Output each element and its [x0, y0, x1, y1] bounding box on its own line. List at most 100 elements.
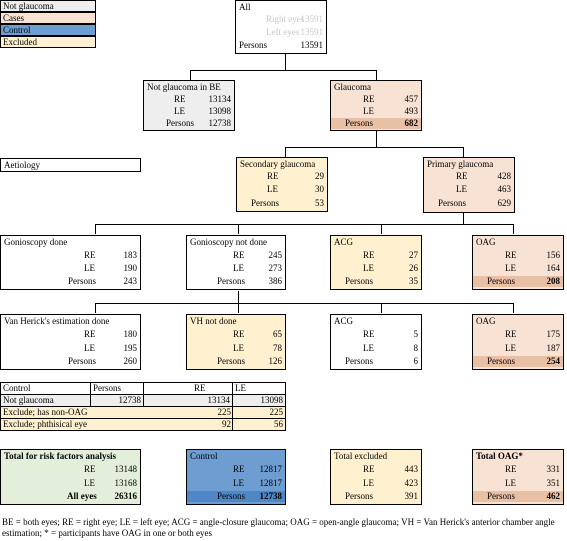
table-cell [90, 418, 144, 431]
box-title: Glaucoma [334, 82, 371, 92]
box-title: Secondary glaucoma [240, 159, 316, 169]
box-title: Gonioscopy done [4, 237, 68, 247]
not-glaucoma-be-box: Not glaucoma in BE RE 13134 LE 13098 Perso… [143, 80, 235, 131]
row-label: LE [363, 343, 374, 353]
row-label: RE [233, 464, 245, 474]
all-box: All Right eyes 13591 Left eyes 13591 Perso… [235, 0, 327, 54]
row-value: 195 [123, 343, 138, 353]
row-value: 13591 [300, 27, 324, 37]
row-value: 78 [273, 343, 282, 353]
row-label: Persons [68, 276, 97, 286]
connector [463, 147, 464, 157]
row-value: 26 [409, 263, 418, 273]
row-label: RE [363, 329, 375, 339]
connector [381, 303, 382, 313]
oag-gonioscopy-box: OAG RE 156 LE 164 Persons 208 [472, 235, 564, 290]
connector [376, 70, 377, 80]
row-label: Persons [438, 198, 467, 208]
row-label: LE [84, 263, 95, 273]
row-label: LE [456, 184, 467, 194]
row-value: 27 [409, 250, 418, 260]
row-value: 183 [123, 250, 138, 260]
connector [238, 224, 239, 234]
row-value: 682 [404, 118, 419, 128]
connector [238, 303, 239, 313]
row-label: LE [267, 184, 278, 194]
row-label: RE [267, 171, 279, 181]
row-value: 53 [315, 198, 324, 208]
row-value: 180 [123, 329, 138, 339]
row-value: 13591 [300, 14, 324, 24]
row-label: Persons [217, 276, 246, 286]
row-label: RE [456, 171, 468, 181]
row-label: RE [84, 250, 96, 260]
row-value: 245 [268, 250, 283, 260]
row-value: 13134 [208, 94, 232, 104]
row-label: Persons [345, 356, 374, 366]
box-title: OAG [476, 316, 496, 326]
row-label: Persons [217, 491, 246, 501]
row-label: LE [363, 263, 374, 273]
row-label: All eyes [67, 491, 97, 501]
connector [95, 224, 513, 225]
box-title: Control [190, 451, 218, 461]
row-value: 126 [268, 356, 283, 366]
row-label: RE [233, 250, 245, 260]
row-label: Persons [166, 118, 195, 128]
aetiology-box: Aetiology [0, 158, 141, 172]
row-value: 156 [546, 250, 561, 260]
gonioscopy-done-box: Gonioscopy done RE 183 LE 190 Persons 243 [0, 235, 141, 290]
total-oag-box: Total OAG* RE 331 LE 351 Persons 462 [472, 449, 564, 505]
row-value: 423 [404, 478, 419, 488]
row-label: Persons [345, 276, 374, 286]
row-value: 8 [413, 343, 419, 353]
row-label: LE [505, 478, 516, 488]
box-title: ACG [334, 316, 354, 326]
connector [285, 54, 286, 70]
row-value: 164 [546, 263, 561, 273]
row-value: 463 [497, 184, 512, 194]
connector [463, 213, 464, 224]
table-cell: 92 [143, 418, 233, 431]
vh-not-done-box: VH not done RE 65 LE 78 Persons 126 [186, 314, 286, 370]
box-title: All [239, 2, 251, 12]
row-label: RE [505, 464, 517, 474]
row-label: LE [233, 263, 244, 273]
row-label: LE [363, 478, 374, 488]
row-value: 386 [268, 276, 283, 286]
connector [95, 224, 96, 234]
connector [238, 291, 239, 303]
legend-cases: Cases [0, 12, 96, 24]
row-value: 30 [315, 184, 324, 194]
vh-done-box: Van Herick's estimation done RE 180 LE 195… [0, 314, 141, 370]
box-title: Total excluded [334, 451, 388, 461]
connector [513, 224, 514, 234]
row-value: 29 [315, 171, 324, 181]
row-value: 629 [497, 198, 512, 208]
row-value: 12817 [259, 478, 283, 488]
row-label: RE [363, 250, 375, 260]
row-value: 13591 [300, 40, 324, 50]
row-label: RE [84, 464, 96, 474]
connector [190, 70, 376, 71]
box-title: Total for risk factors analysis [4, 451, 117, 461]
row-value: 12738 [208, 118, 232, 128]
legend-not-glaucoma: Not glaucoma [0, 0, 96, 12]
legend-excluded: Excluded [0, 36, 96, 48]
box-title: Aetiology [4, 160, 40, 170]
connector [376, 131, 377, 147]
row-value: 457 [404, 94, 419, 104]
acg-gonioscopy-box: ACG RE 27 LE 26 Persons 35 [330, 235, 422, 290]
legend: Not glaucoma Cases Control Excluded [0, 0, 96, 50]
row-value: 12817 [259, 464, 283, 474]
row-label: LE [84, 478, 95, 488]
row-value: 175 [546, 329, 561, 339]
row-value: 5 [413, 329, 419, 339]
row-label: Right eyes [266, 14, 305, 24]
gonioscopy-not-done-box: Gonioscopy not done RE 245 LE 273 Persons 3… [186, 235, 286, 290]
row-label: RE [84, 329, 96, 339]
row-label: RE [363, 464, 375, 474]
row-label: Left eyes [266, 27, 300, 37]
connector [190, 70, 191, 80]
box-title: OAG [476, 237, 496, 247]
